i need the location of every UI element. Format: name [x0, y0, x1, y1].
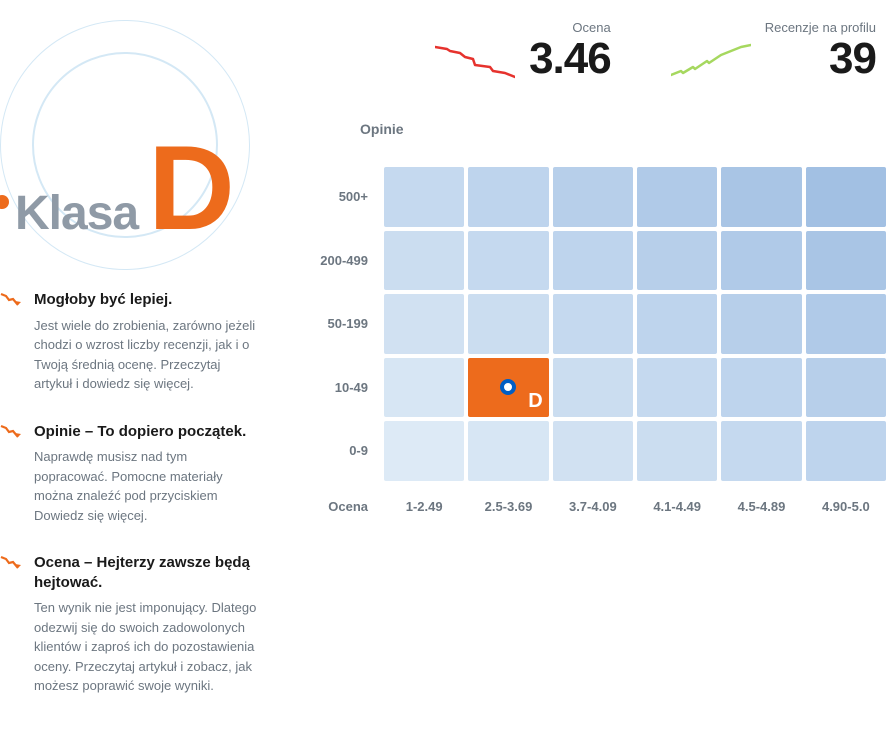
- heatmap-cell: D: [468, 358, 548, 418]
- stat-recenzje-label: Recenzje na profilu: [765, 20, 876, 35]
- badge-letter: D: [148, 140, 235, 236]
- heatmap-cell: [637, 294, 717, 354]
- heatmap-cell: [637, 167, 717, 227]
- sparkline-recenzje: [671, 41, 751, 81]
- heatmap-row-label: 10-49: [300, 380, 380, 395]
- heatmap-cell: [721, 167, 801, 227]
- stat-recenzje: Recenzje na profilu 39: [671, 20, 876, 81]
- tip-description: Naprawdę musisz nad tym popracować. Pomo…: [34, 447, 260, 525]
- heatmap-cell: [553, 294, 633, 354]
- heatmap-cell: [468, 421, 548, 481]
- grade-badge: Klasa D: [0, 20, 260, 270]
- tip-title: Opinie – To dopiero początek.: [34, 422, 260, 442]
- heatmap-cell: [806, 294, 886, 354]
- heatmap-active-letter: D: [528, 390, 542, 413]
- heatmap-cell: [637, 421, 717, 481]
- heatmap-cell: [553, 421, 633, 481]
- heatmap-row-label: 200-499: [300, 253, 380, 268]
- stats-row: Ocena 3.46 Recenzje na profilu 39: [300, 20, 886, 81]
- heatmap: Opinie 500+ 200-499 50-199 10-49 D 0-9 Ocena1…: [300, 121, 886, 514]
- tip-title: Mogłoby być lepiej.: [34, 290, 260, 310]
- tip-item: Opinie – To dopiero początek. Naprawdę m…: [0, 422, 260, 526]
- heatmap-cell: [721, 358, 801, 418]
- heatmap-row-label: 50-199: [300, 316, 380, 331]
- stat-recenzje-value: 39: [765, 37, 876, 81]
- heatmap-y-axis-title: Opinie: [360, 121, 886, 137]
- trend-down-icon: [0, 292, 22, 394]
- tips-list: Mogłoby być lepiej. Jest wiele do zrobie…: [0, 290, 260, 696]
- heatmap-cell: [806, 358, 886, 418]
- trend-down-icon: [0, 424, 22, 526]
- heatmap-col-label: 1-2.49: [384, 485, 464, 514]
- heatmap-cell: [637, 358, 717, 418]
- heatmap-cell: [721, 421, 801, 481]
- tip-description: Jest wiele do zrobienia, zarówno jeżeli …: [34, 316, 260, 394]
- heatmap-x-axis-title: Ocena: [300, 485, 380, 514]
- stat-ocena: Ocena 3.46: [435, 20, 611, 81]
- heatmap-cell: [384, 167, 464, 227]
- heatmap-cell: [806, 167, 886, 227]
- tip-item: Ocena – Hejterzy zawsze będą hejtować. T…: [0, 553, 260, 696]
- heatmap-cell: [553, 231, 633, 291]
- sparkline-ocena: [435, 41, 515, 81]
- stat-ocena-label: Ocena: [529, 20, 611, 35]
- tip-description: Ten wynik nie jest imponujący. Dlatego o…: [34, 598, 260, 696]
- heatmap-cell: [468, 231, 548, 291]
- heatmap-row-label: 0-9: [300, 443, 380, 458]
- heatmap-cell: [468, 167, 548, 227]
- heatmap-col-label: 4.5-4.89: [721, 485, 801, 514]
- heatmap-cell: [384, 231, 464, 291]
- heatmap-cell: [468, 294, 548, 354]
- heatmap-cell: [721, 294, 801, 354]
- heatmap-col-label: 2.5-3.69: [468, 485, 548, 514]
- heatmap-cell: [384, 358, 464, 418]
- heatmap-cell: [384, 421, 464, 481]
- heatmap-row-label: 500+: [300, 189, 380, 204]
- heatmap-cell: [637, 231, 717, 291]
- heatmap-active-marker: [500, 379, 516, 395]
- trend-down-icon: [0, 555, 22, 696]
- heatmap-col-label: 3.7-4.09: [553, 485, 633, 514]
- tip-title: Ocena – Hejterzy zawsze będą hejtować.: [34, 553, 260, 592]
- heatmap-col-label: 4.1-4.49: [637, 485, 717, 514]
- heatmap-cell: [553, 358, 633, 418]
- badge-dot: [0, 195, 9, 209]
- heatmap-cell: [806, 231, 886, 291]
- heatmap-cell: [806, 421, 886, 481]
- heatmap-col-label: 4.90-5.0: [806, 485, 886, 514]
- heatmap-cell: [384, 294, 464, 354]
- heatmap-cell: [553, 167, 633, 227]
- badge-label: Klasa: [15, 186, 138, 241]
- heatmap-cell: [721, 231, 801, 291]
- stat-ocena-value: 3.46: [529, 37, 611, 81]
- tip-item: Mogłoby być lepiej. Jest wiele do zrobie…: [0, 290, 260, 394]
